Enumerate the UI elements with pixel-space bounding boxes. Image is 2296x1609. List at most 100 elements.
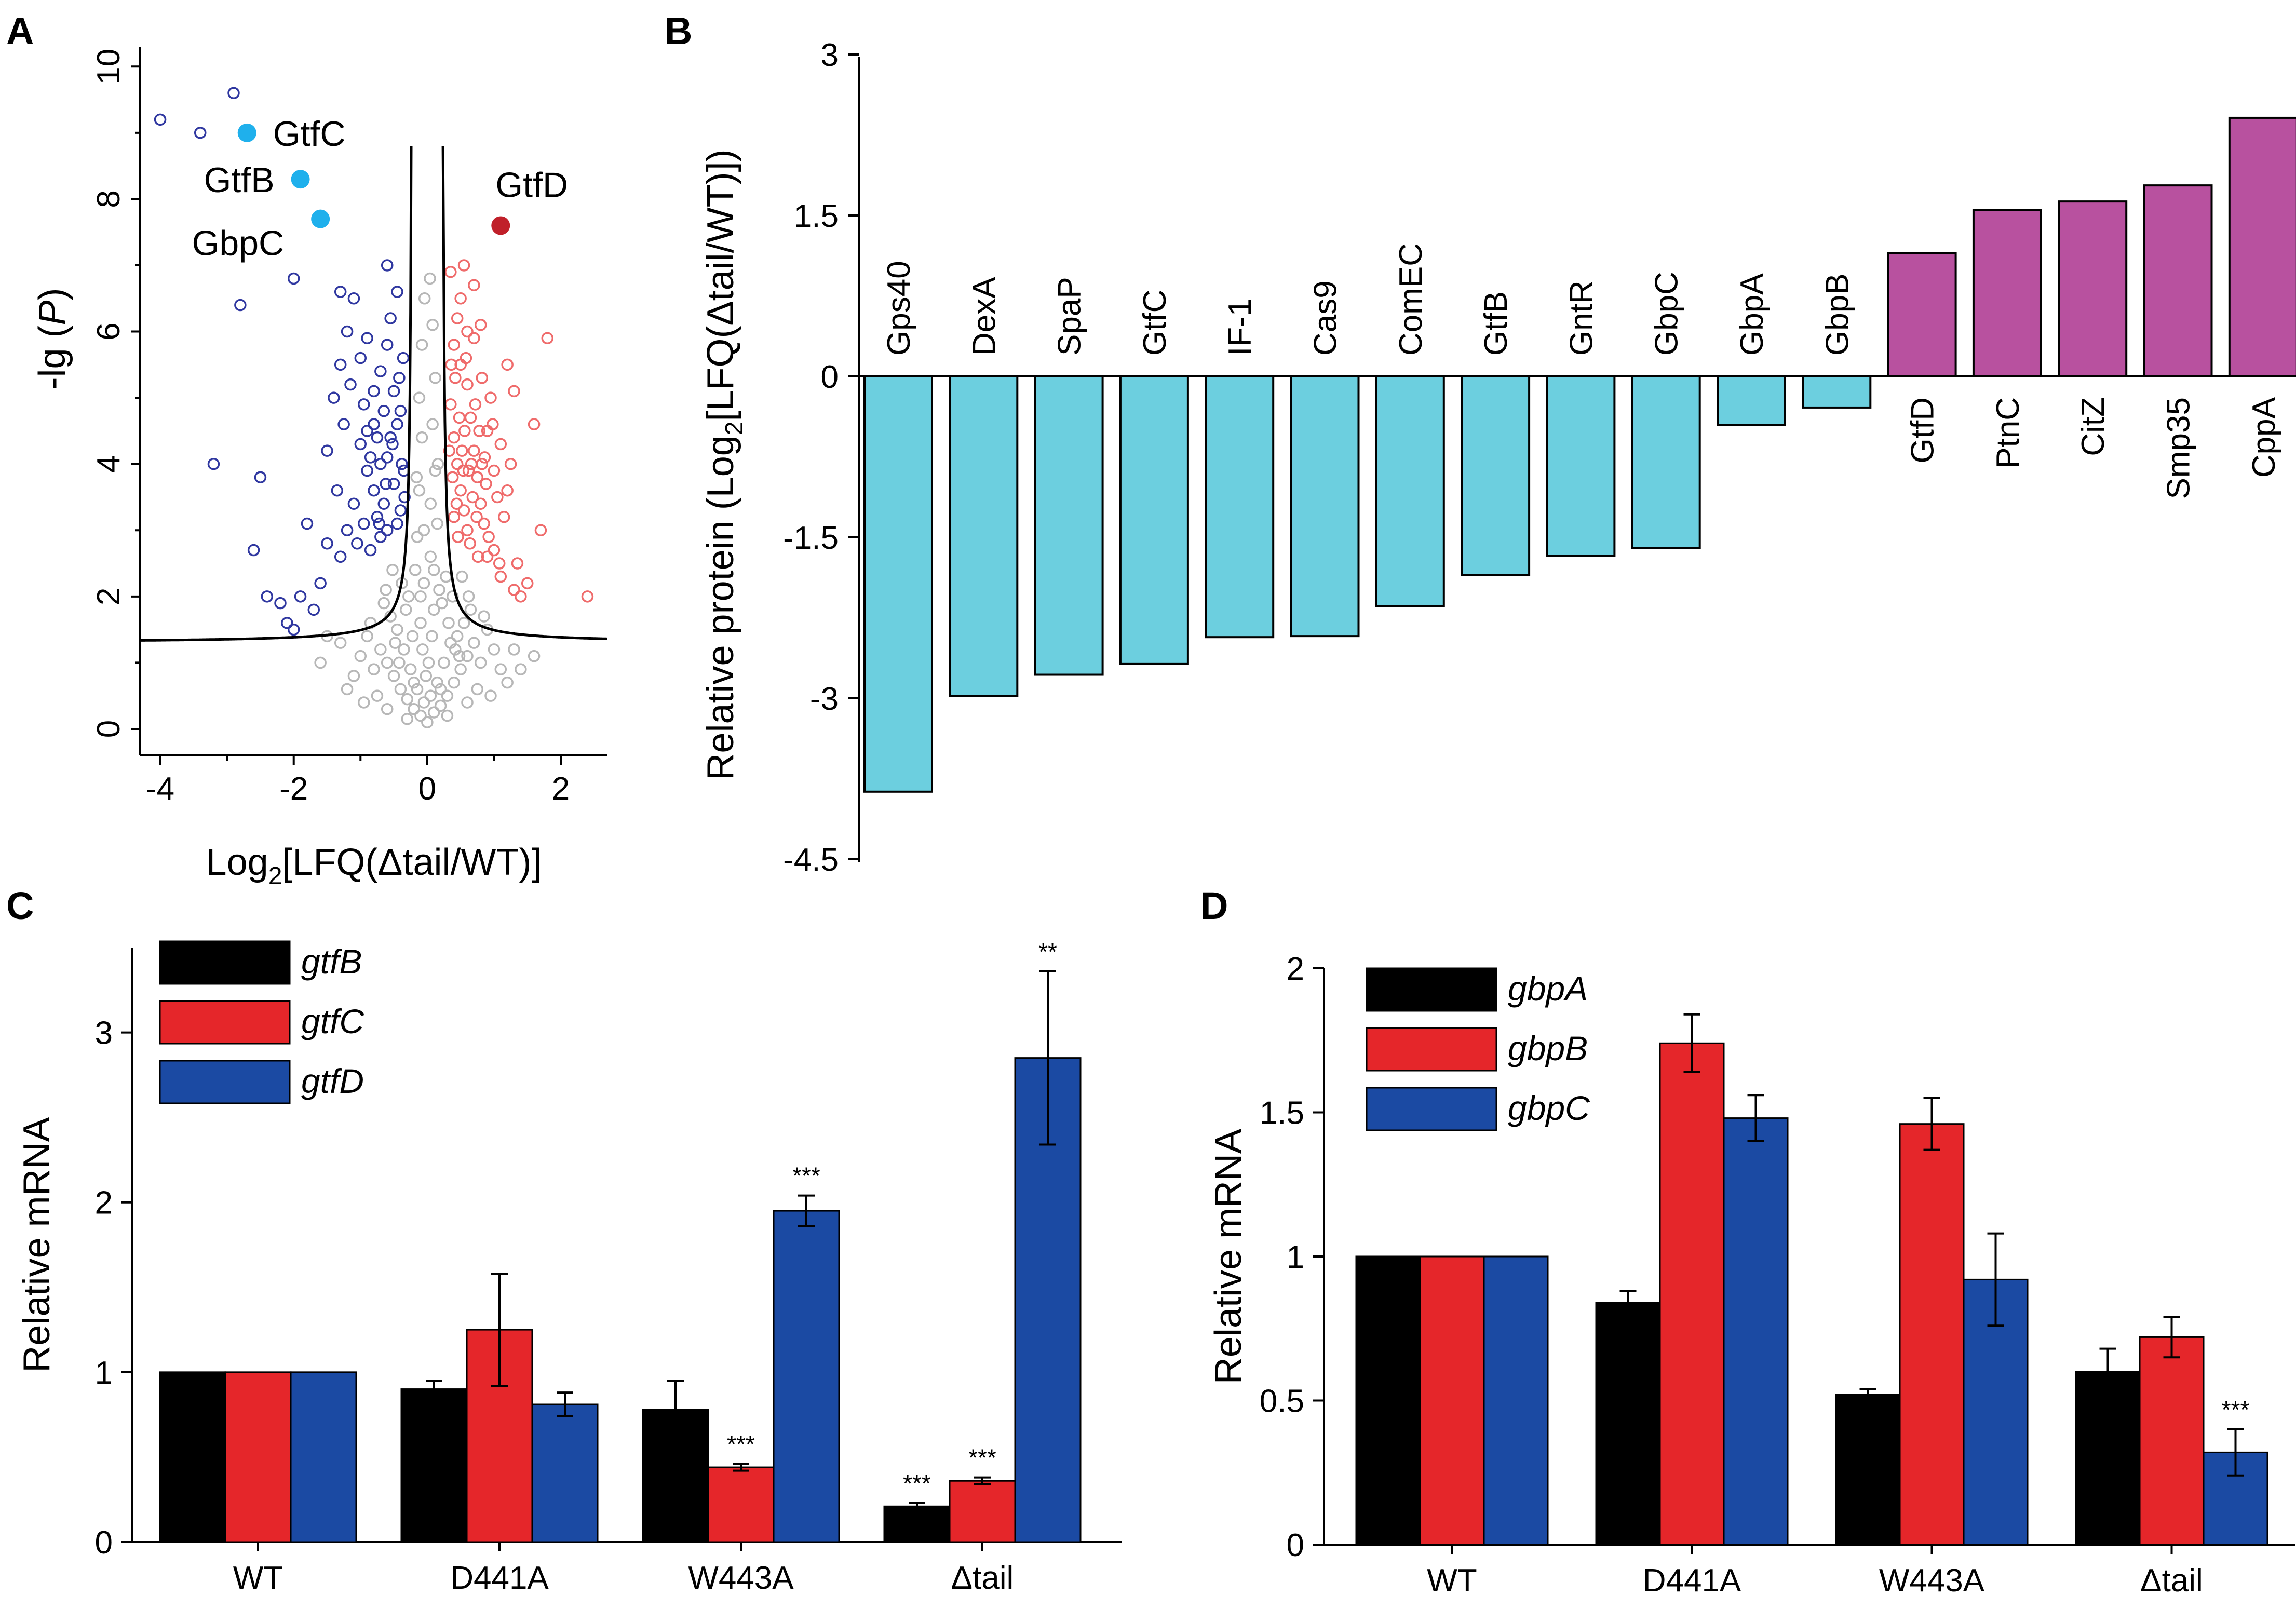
bar-label-gtfc: GtfC (1137, 290, 1173, 356)
bar-smp35 (2143, 184, 2213, 377)
y-tick-label: 1 (95, 1355, 113, 1391)
up-points (443, 259, 594, 603)
y-axis-title: Relative mRNA (16, 1117, 58, 1372)
x-tick-label: 0 (418, 771, 436, 807)
ns-point (431, 517, 443, 530)
bar-gbpa-2 (1835, 1394, 1901, 1546)
up-point (541, 332, 554, 345)
gbp-mrna-chart: 0 0.5 1 1.5 2 Relative mRNA WT D441A W443A Δtail *… (1208, 951, 2295, 1599)
down-point (398, 491, 411, 504)
ns-point (377, 597, 390, 610)
bar-label-gtfb: GtfB (1478, 291, 1514, 356)
ns-point (374, 643, 387, 656)
ns-point (455, 570, 468, 583)
down-point (341, 524, 354, 537)
up-point (448, 431, 461, 444)
down-point (381, 451, 394, 464)
ns-point (408, 702, 420, 715)
ns-point (394, 683, 407, 696)
ns-point (401, 693, 414, 706)
up-point (581, 590, 594, 603)
ns-point (528, 650, 541, 662)
x-tick-label: -4 (146, 771, 174, 807)
ns-point (488, 643, 501, 656)
bar-spap (1034, 375, 1104, 676)
ns-point (404, 663, 417, 675)
legend-swatch-gbpc (1366, 1087, 1497, 1131)
highlighted-points: GtfC GtfB GbpC GtfD (192, 114, 569, 263)
up-point (476, 372, 489, 384)
up-point (534, 524, 547, 537)
up-point (501, 358, 514, 371)
bar-comec (1375, 375, 1445, 607)
ns-point (421, 716, 434, 728)
y-tick-label: 2 (91, 588, 127, 605)
down-point (354, 438, 367, 451)
up-point (454, 292, 467, 305)
ns-point (411, 531, 424, 543)
ns-point (387, 670, 400, 682)
ns-point (386, 564, 399, 576)
ns-point (433, 584, 445, 596)
legend-swatch-gbpa (1366, 967, 1497, 1012)
ns-point (413, 391, 426, 404)
legend-label-gtfc: gtfC (301, 1002, 364, 1040)
bar-label-cppa: CppA (2246, 397, 2282, 478)
x-tick-label: W443A (688, 1560, 794, 1596)
ns-point (427, 706, 440, 719)
up-point (494, 438, 507, 451)
down-point (381, 259, 394, 272)
protein-bar-chart: -4.5 -3 -1.5 0 1.5 3 Relative protein (Log2[LF… (700, 37, 2296, 878)
up-point (454, 484, 467, 497)
up-point (457, 504, 470, 517)
ns-point (414, 709, 427, 722)
down-point (328, 391, 340, 404)
up-point (443, 444, 456, 457)
up-point (515, 590, 527, 603)
y-tick-label: 1.5 (1260, 1096, 1304, 1131)
up-point (474, 319, 487, 331)
up-point (487, 418, 499, 430)
legend-swatch-gtfc (159, 1000, 291, 1045)
ns-point (427, 564, 440, 576)
up-point (474, 497, 487, 510)
up-point (478, 517, 490, 530)
bar-label-gbpb: GbpB (1819, 273, 1855, 356)
bar-gbpb-0 (1419, 1255, 1485, 1546)
up-point (511, 557, 524, 570)
ns-point (429, 372, 442, 384)
ns-point (441, 709, 454, 722)
panel-letter-b: B (665, 9, 692, 52)
bar-gtfd-0 (290, 1371, 357, 1543)
bar-gbpb-2 (1899, 1123, 1965, 1546)
up-point (482, 531, 495, 543)
down-point (357, 517, 370, 530)
down-point (371, 431, 384, 444)
bar-label-ptnc: PtnC (1990, 397, 2026, 469)
up-point (458, 425, 471, 437)
up-point (453, 411, 466, 424)
up-point (451, 457, 464, 470)
ns-point (448, 676, 461, 689)
down-point (391, 286, 403, 298)
bar-if-1 (1205, 375, 1275, 639)
down-point (337, 418, 350, 430)
bar-gbpc (1631, 375, 1701, 549)
down-point (361, 464, 373, 477)
ns-point (418, 292, 431, 305)
ns-point (478, 610, 490, 623)
ns-point (391, 623, 403, 636)
down-point (261, 590, 274, 603)
down-points (154, 87, 411, 636)
bar-gtfb-1 (400, 1388, 468, 1543)
y-tick-label: 10 (91, 49, 127, 85)
y-axis-title: Relative mRNA (1208, 1129, 1249, 1384)
down-point (281, 617, 293, 629)
up-point (448, 339, 461, 351)
ns-point (314, 656, 327, 669)
threshold-curve-right (441, 146, 607, 640)
ns-point (411, 683, 424, 696)
down-point (364, 451, 377, 464)
bar-label-smp35: Smp35 (2161, 397, 2197, 499)
ns-point (431, 457, 444, 470)
